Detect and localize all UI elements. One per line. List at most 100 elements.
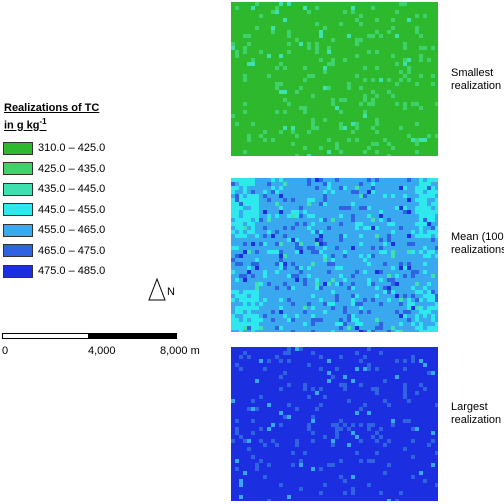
raster-cell: [431, 210, 435, 214]
raster-cell: [407, 198, 411, 202]
raster-cell: [271, 138, 275, 142]
raster-cell: [427, 250, 431, 254]
raster-cell: [419, 210, 423, 214]
raster-cell: [311, 351, 315, 355]
raster-cell: [307, 226, 311, 230]
raster-cell: [371, 226, 375, 230]
legend-title-line2: in g kg-1: [4, 115, 99, 133]
raster-cell: [271, 310, 275, 314]
raster-cell: [279, 310, 283, 314]
raster-cell: [379, 246, 383, 250]
raster-cell: [235, 459, 239, 463]
raster-cell: [419, 322, 423, 326]
legend-title-line1: Realizations of TC: [4, 102, 100, 114]
raster-cell: [239, 226, 243, 230]
raster-cell: [243, 74, 247, 78]
raster-cell: [311, 198, 315, 202]
raster-cell: [375, 142, 379, 146]
raster-cell: [431, 74, 435, 78]
raster-cell: [379, 427, 383, 431]
raster-cell: [323, 258, 327, 262]
raster-cell: [383, 471, 387, 475]
raster-cell: [339, 459, 343, 463]
raster-cell: [303, 66, 307, 70]
raster-cell: [231, 439, 235, 443]
raster-cell: [367, 206, 371, 210]
raster-cell: [243, 214, 247, 218]
raster-cell: [423, 222, 427, 226]
raster-cell: [423, 310, 427, 314]
raster-cell: [307, 423, 311, 427]
raster-cell: [235, 427, 239, 431]
raster-cell: [423, 387, 427, 391]
raster-cell: [395, 330, 399, 332]
raster-cell: [263, 298, 267, 302]
raster-cell: [351, 6, 355, 10]
raster-cell: [283, 371, 287, 375]
raster-cell: [311, 314, 315, 318]
raster-cell: [423, 202, 427, 206]
raster-cell: [327, 262, 331, 266]
raster-cell: [371, 282, 375, 286]
raster-cell: [271, 234, 275, 238]
raster-cell: [235, 290, 239, 294]
raster-cell: [299, 487, 303, 491]
raster-cell: [319, 367, 323, 371]
raster-cell: [251, 210, 255, 214]
raster-cell: [267, 463, 271, 467]
raster-cell: [407, 134, 411, 138]
raster-cell: [411, 250, 415, 254]
raster-cell: [399, 2, 403, 6]
raster-cell: [351, 487, 355, 491]
raster-cell: [403, 314, 407, 318]
raster-cell: [287, 318, 291, 322]
raster-cell: [259, 218, 263, 222]
raster-cell: [279, 62, 283, 66]
raster-cell: [339, 266, 343, 270]
raster-cell: [251, 330, 255, 332]
raster-cell: [435, 246, 438, 250]
raster-cell: [283, 262, 287, 266]
raster-cell: [371, 126, 375, 130]
raster-cell: [255, 266, 259, 270]
raster-cell: [291, 198, 295, 202]
legend-item: 475.0 – 485.0: [3, 261, 105, 282]
raster-cell: [327, 86, 331, 90]
raster-cell: [359, 22, 363, 26]
raster-cell: [423, 210, 427, 214]
raster-cell: [319, 298, 323, 302]
raster-cell: [307, 182, 311, 186]
raster-cell: [323, 435, 327, 439]
raster-cell: [411, 230, 415, 234]
raster-cell: [255, 26, 259, 30]
raster-cell: [339, 475, 343, 479]
raster-cell: [379, 250, 383, 254]
raster-cell: [339, 110, 343, 114]
raster-cell: [283, 282, 287, 286]
legend-item: 455.0 – 465.0: [3, 220, 105, 241]
raster-cell: [355, 411, 359, 415]
raster-cell: [275, 270, 279, 274]
raster-cell: [427, 230, 431, 234]
legend-item: 435.0 – 445.0: [3, 179, 105, 200]
raster-cell: [399, 262, 403, 266]
raster-cell: [315, 286, 319, 290]
raster-cell: [407, 242, 411, 246]
raster-cell: [291, 126, 295, 130]
raster-cell: [259, 395, 263, 399]
raster-cell: [279, 186, 283, 190]
raster-cell: [391, 250, 395, 254]
raster-cell: [303, 306, 307, 310]
raster-cell: [319, 467, 323, 471]
raster-cell: [319, 403, 323, 407]
raster-cell: [279, 423, 283, 427]
raster-cell: [435, 330, 438, 332]
raster-cell: [335, 367, 339, 371]
raster-cell: [371, 218, 375, 222]
raster-cell: [419, 383, 423, 387]
raster-cell: [427, 58, 431, 62]
raster-cell: [299, 206, 303, 210]
raster-cell: [235, 326, 239, 330]
raster-cell: [283, 234, 287, 238]
raster-cell: [351, 298, 355, 302]
